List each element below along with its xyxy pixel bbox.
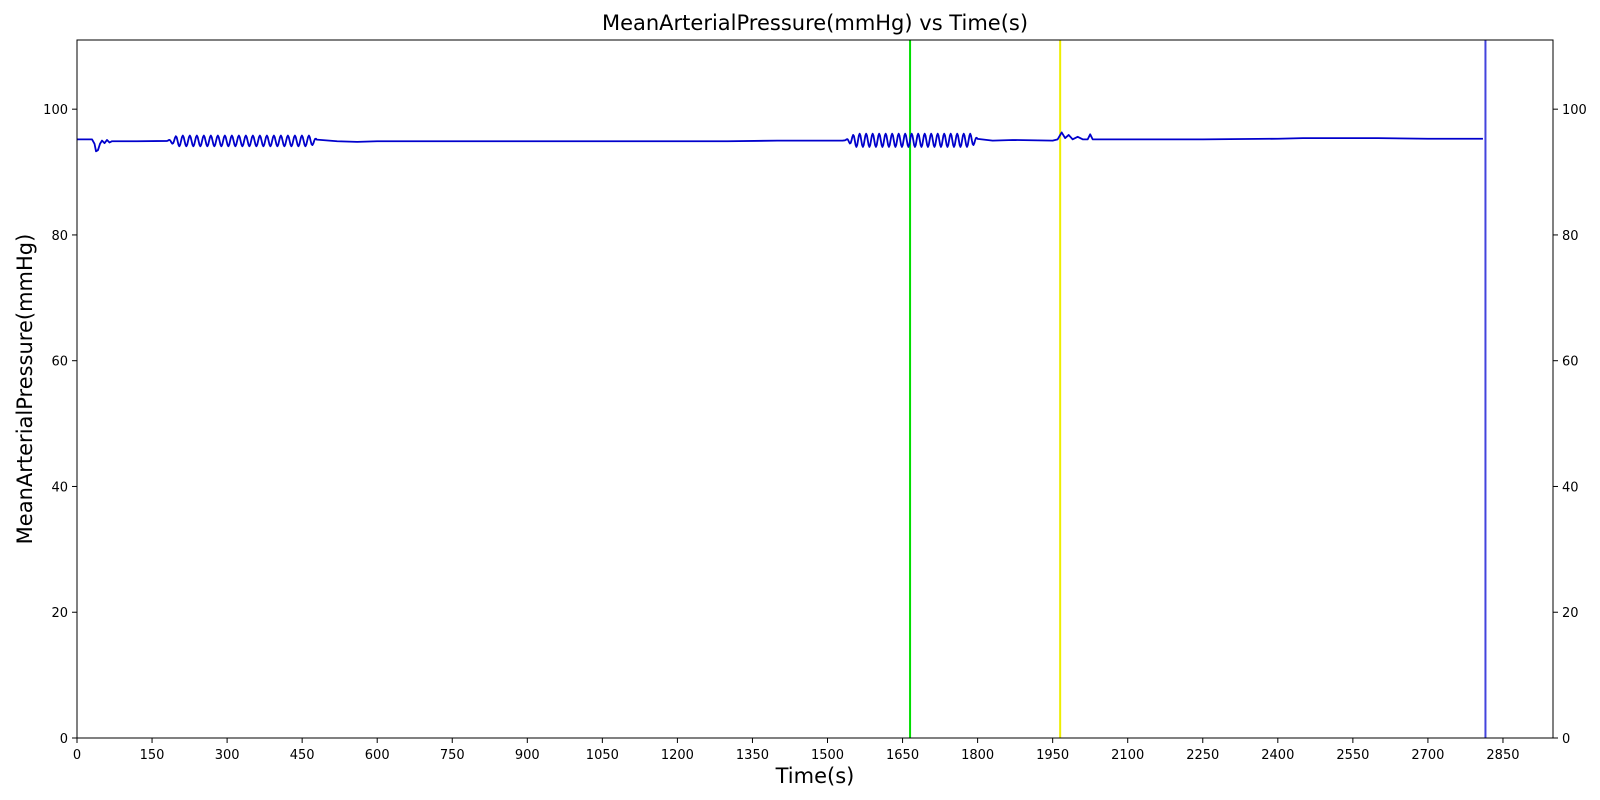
x-tick-label: 150 — [140, 748, 165, 763]
series-line — [77, 131, 1483, 153]
x-tick-label: 600 — [365, 748, 390, 763]
x-tick-label: 1500 — [811, 748, 844, 763]
chart-title: MeanArterialPressure(mmHg) vs Time(s) — [602, 11, 1028, 35]
x-tick-label: 0 — [73, 748, 81, 763]
y-tick-label: 100 — [43, 103, 68, 118]
x-tick-label: 1050 — [586, 748, 619, 763]
y-tick-label: 40 — [51, 480, 68, 495]
x-axis-label: Time(s) — [775, 764, 855, 788]
x-tick-label: 2850 — [1486, 748, 1519, 763]
x-tick-label: 1350 — [736, 748, 769, 763]
x-tick-label: 2250 — [1186, 748, 1219, 763]
x-tick-label: 1800 — [961, 748, 994, 763]
x-tick-label: 900 — [515, 748, 540, 763]
x-tick-label: 2700 — [1411, 748, 1444, 763]
y-right-tick-label: 60 — [1562, 355, 1579, 370]
x-axis: 0 150 300 450 600 750 900 1050 1200 1350 1500 1650 1… — [73, 738, 1520, 763]
x-tick-label: 300 — [215, 748, 240, 763]
y-tick-label: 60 — [51, 355, 68, 370]
x-tick-label: 450 — [290, 748, 315, 763]
y-tick-label: 0 — [60, 732, 68, 747]
x-tick-label: 1200 — [661, 748, 694, 763]
y-axis-label: MeanArterialPressure(mmHg) — [13, 234, 37, 545]
x-tick-label: 1950 — [1036, 748, 1069, 763]
y-right-tick-label: 0 — [1562, 732, 1570, 747]
y-right-tick-label: 40 — [1562, 480, 1579, 495]
y-tick-label: 20 — [51, 606, 68, 621]
plot-area — [77, 131, 1483, 153]
x-tick-label: 750 — [440, 748, 465, 763]
y-axis-right: 0 20 40 60 80 100 — [1553, 103, 1587, 747]
y-right-tick-label: 20 — [1562, 606, 1579, 621]
x-tick-label: 1650 — [886, 748, 919, 763]
vertical-markers — [909, 40, 1487, 738]
y-right-tick-label: 100 — [1562, 103, 1587, 118]
x-tick-label: 2550 — [1336, 748, 1369, 763]
x-tick-label: 2400 — [1261, 748, 1294, 763]
x-tick-label: 2100 — [1111, 748, 1144, 763]
y-tick-label: 80 — [51, 229, 68, 244]
y-right-tick-label: 80 — [1562, 229, 1579, 244]
axes-frame — [76, 39, 1554, 739]
y-axis-left: 0 20 40 60 80 100 — [43, 103, 77, 747]
